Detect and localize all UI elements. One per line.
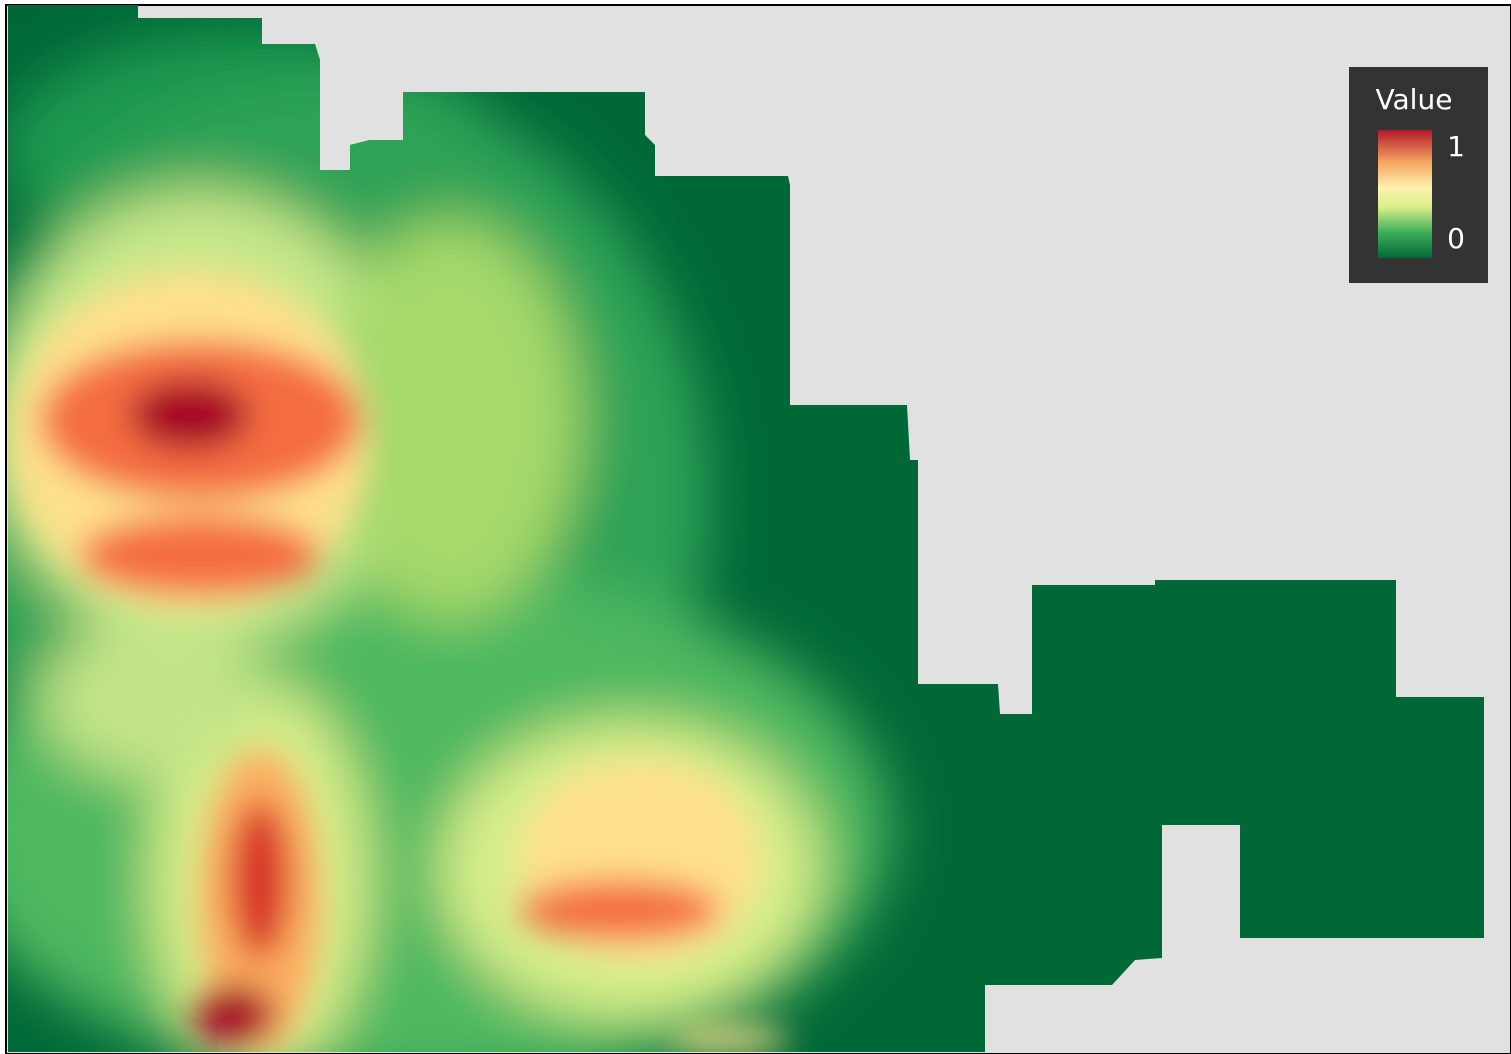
legend: Value 1 0	[1349, 67, 1488, 283]
legend-max: 1	[1447, 130, 1465, 163]
legend-ramp	[1378, 130, 1432, 258]
legend-min: 0	[1447, 222, 1465, 255]
legend-title: Value	[1376, 83, 1453, 116]
